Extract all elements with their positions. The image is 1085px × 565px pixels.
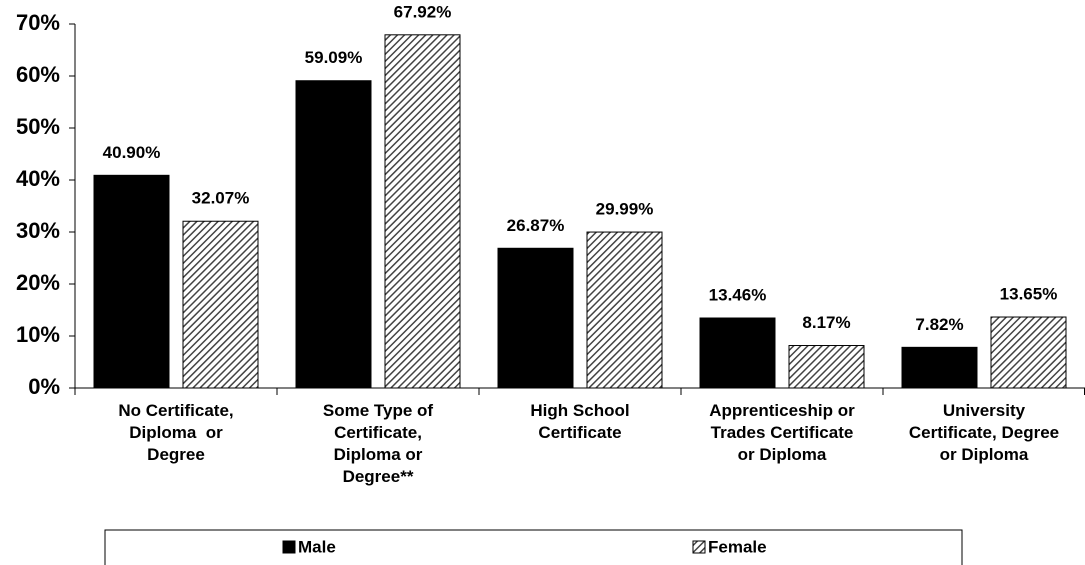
x-tick-label: High School Certificate [530, 401, 629, 442]
value-label: 13.65% [1000, 285, 1058, 304]
value-label: 32.07% [192, 189, 250, 208]
legend-swatch [692, 540, 706, 554]
y-tick-label: 20% [16, 270, 60, 295]
y-tick-label: 70% [16, 10, 60, 35]
value-label: 29.99% [596, 200, 654, 219]
y-tick-label: 40% [16, 166, 60, 191]
bar [788, 345, 865, 389]
x-tick-label: Apprenticeship or Trades Certificate or Di… [709, 401, 855, 464]
x-tick-label: Some Type of Certificate, Diploma or Degree… [323, 401, 434, 486]
y-tick-label: 0% [28, 374, 60, 399]
legend-label: Male [298, 537, 336, 556]
bar [699, 317, 776, 389]
legend-label: Female [708, 537, 767, 556]
bar [901, 346, 978, 389]
y-tick-label: 50% [16, 114, 60, 139]
value-label: 13.46% [709, 285, 767, 304]
y-tick-label: 10% [16, 322, 60, 347]
value-label: 40.90% [103, 143, 161, 162]
bar [182, 220, 259, 389]
bar [990, 316, 1067, 389]
bar [586, 231, 663, 389]
bar [497, 247, 574, 389]
bar [384, 34, 461, 389]
value-label: 59.09% [305, 48, 363, 67]
value-label: 26.87% [507, 216, 565, 235]
value-label: 7.82% [915, 315, 963, 334]
value-label: 8.17% [802, 313, 850, 332]
y-tick-label: 30% [16, 218, 60, 243]
value-label: 67.92% [394, 2, 452, 21]
x-tick-label: University Certificate, Degree or Diploma [909, 401, 1059, 464]
bar [295, 80, 372, 389]
legend-swatch [282, 540, 296, 554]
y-tick-label: 60% [16, 62, 60, 87]
bar [93, 174, 170, 389]
legend-box [104, 529, 963, 565]
x-tick-label: No Certificate, Diploma or Degree [118, 401, 233, 464]
